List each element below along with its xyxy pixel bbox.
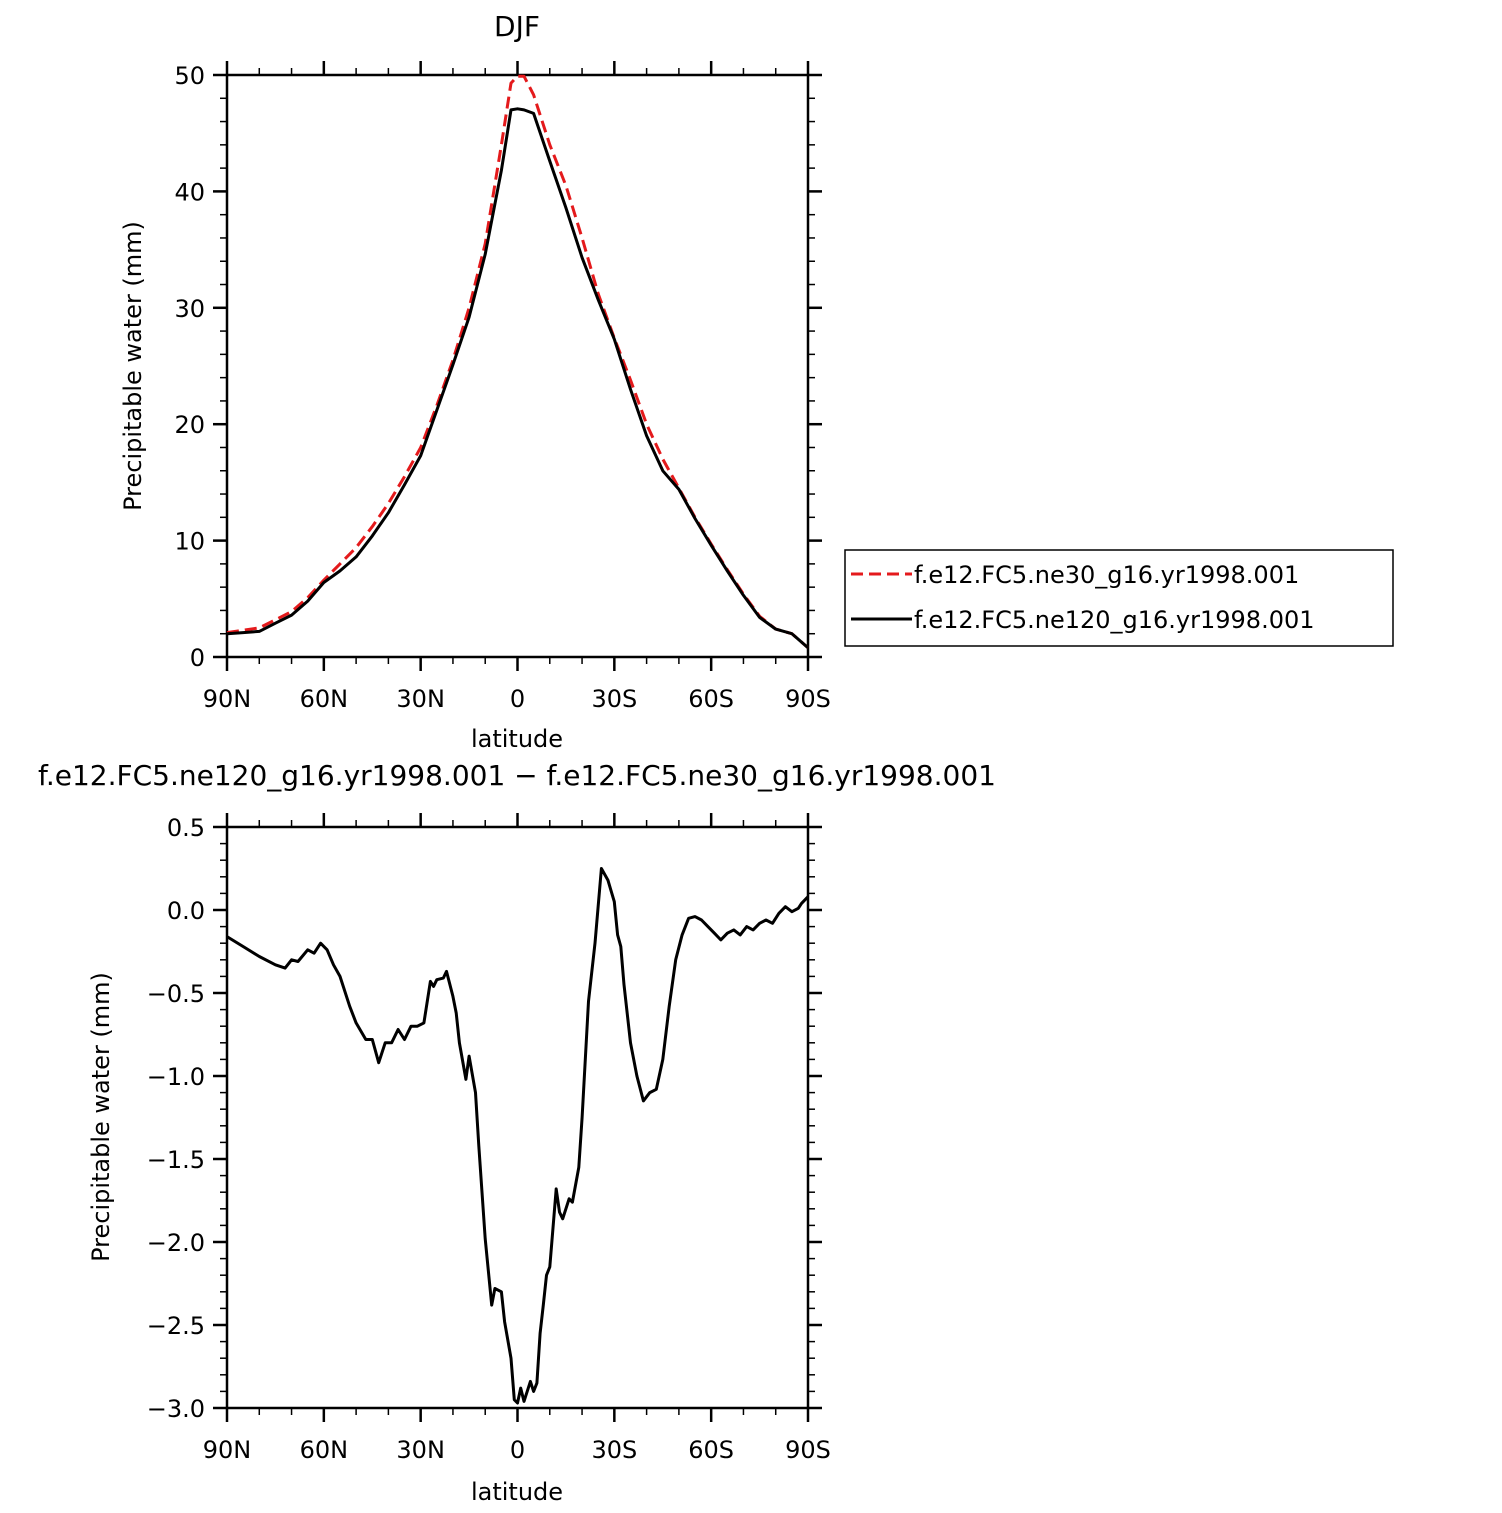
y-tick-label: −1.0 <box>147 1063 205 1091</box>
top-plot-frame <box>225 73 810 659</box>
top-series <box>226 74 809 649</box>
bottom-y-tick-labels: 0.5 0.0 −0.5 −1.0 −1.5 −2.0 −2.5 −3.0 <box>147 814 205 1423</box>
x-tick-label: 90N <box>203 1436 252 1464</box>
bottom-title: f.e12.FC5.ne120_g16.yr1998.001 − f.e12.F… <box>38 759 996 792</box>
y-tick-label: 0 <box>190 644 205 672</box>
legend-label-ne120: f.e12.FC5.ne120_g16.yr1998.001 <box>914 606 1315 634</box>
legend-box <box>844 549 1394 647</box>
bottom-x-tick-labels: 90N 60N 30N 0 30S 60S 90S <box>203 1436 831 1464</box>
y-tick-label: 30 <box>174 295 205 323</box>
bottom-series <box>226 867 810 1405</box>
bottom-y-axis-label: Precipitable water (mm) <box>87 972 115 1262</box>
y-tick-label: 40 <box>174 178 205 206</box>
x-tick-label: 30S <box>591 1436 637 1464</box>
y-tick-label: −3.0 <box>147 1395 205 1423</box>
x-tick-label: 90N <box>203 685 252 713</box>
top-x-axis-label: latitude <box>471 725 563 753</box>
top-ticks <box>213 61 822 671</box>
y-tick-label: 0.5 <box>167 814 205 842</box>
x-tick-label: 60N <box>300 1436 349 1464</box>
x-tick-label: 60S <box>688 685 734 713</box>
series-line-1 <box>226 107 809 649</box>
top-x-tick-labels: 90N 60N 30N 0 30S 60S 90S <box>203 685 831 713</box>
y-tick-label: 50 <box>174 62 205 90</box>
series-line-0 <box>226 867 810 1405</box>
y-tick-label: −2.5 <box>147 1312 205 1340</box>
y-tick-label: 20 <box>174 411 205 439</box>
x-tick-label: 0 <box>510 685 525 713</box>
legend: f.e12.FC5.ne30_g16.yr1998.001 f.e12.FC5.… <box>844 549 1394 647</box>
top-y-axis-label: Precipitable water (mm) <box>119 221 147 511</box>
x-tick-label: 30S <box>591 685 637 713</box>
y-tick-label: −1.5 <box>147 1146 205 1174</box>
x-tick-label: 30N <box>396 685 445 713</box>
bottom-plot-frame <box>225 825 810 1410</box>
x-tick-label: 0 <box>510 1436 525 1464</box>
x-tick-label: 60N <box>300 685 349 713</box>
top-title: DJF <box>494 10 540 43</box>
y-tick-label: 0.0 <box>167 897 205 925</box>
bottom-x-axis-label: latitude <box>471 1478 563 1506</box>
y-tick-label: −2.0 <box>147 1229 205 1257</box>
y-tick-label: −0.5 <box>147 980 205 1008</box>
x-tick-label: 90S <box>785 685 831 713</box>
bottom-panel: f.e12.FC5.ne120_g16.yr1998.001 − f.e12.F… <box>38 759 996 1506</box>
x-tick-label: 60S <box>688 1436 734 1464</box>
bottom-ticks <box>213 813 822 1422</box>
top-y-tick-labels: 0 10 20 30 40 50 <box>174 62 205 672</box>
x-tick-label: 90S <box>785 1436 831 1464</box>
top-panel: DJF 90N 60N 30N 0 30S 60S 90S 0 10 20 30 40 50 lati… <box>119 10 831 753</box>
y-tick-label: 10 <box>174 528 205 556</box>
x-tick-label: 30N <box>396 1436 445 1464</box>
legend-label-ne30: f.e12.FC5.ne30_g16.yr1998.001 <box>914 561 1299 589</box>
